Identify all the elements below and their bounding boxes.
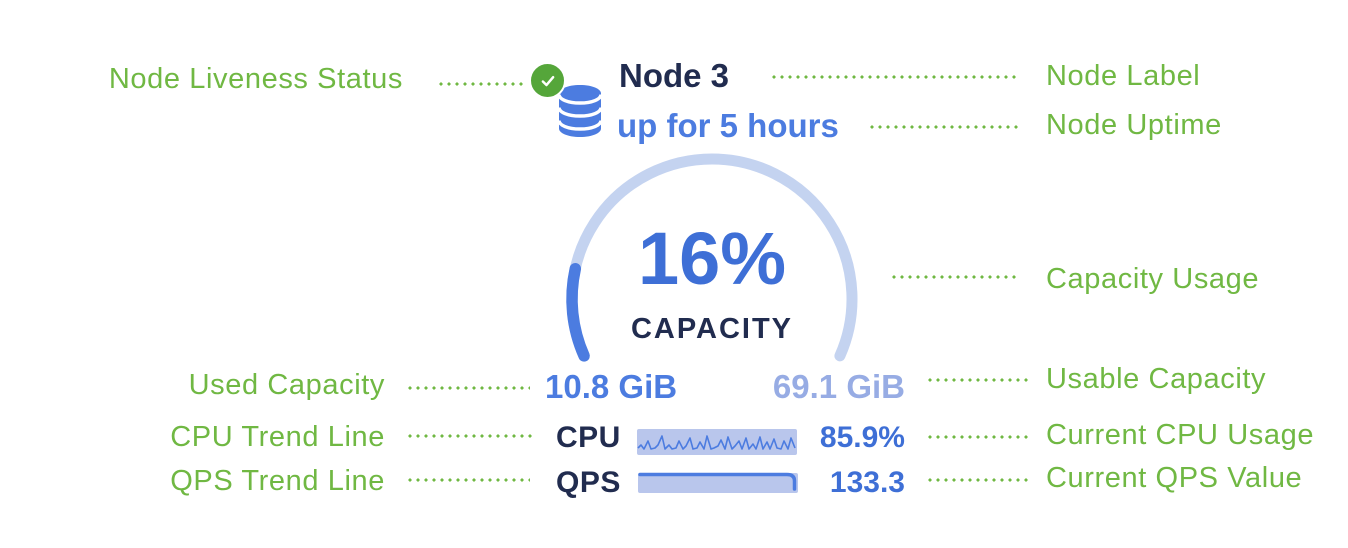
capacity-gauge	[562, 149, 862, 364]
annotation-used-capacity: Used Capacity	[188, 369, 385, 401]
qps-sparkline	[637, 470, 800, 495]
node-uptime: up for 5 hours	[617, 107, 839, 144]
callout-line-used-capacity	[406, 386, 530, 390]
gauge-fill	[566, 262, 590, 362]
annotation-current-cpu-usage: Current CPU Usage	[1046, 419, 1315, 451]
capacity-percent: 16%	[637, 217, 787, 300]
annotation-node-label: Node Label	[1046, 60, 1201, 92]
cpu-label: CPU	[556, 421, 621, 454]
callout-line-current-qps-value	[926, 478, 1032, 482]
used-capacity-value: 10.8 GiB	[545, 368, 678, 405]
qps-value: 133.3	[829, 466, 905, 499]
callout-line-capacity-usage	[890, 275, 1020, 279]
annotation-current-qps-value: Current QPS Value	[1046, 462, 1303, 494]
annotation-capacity-usage: Capacity Usage	[1046, 263, 1260, 295]
annotation-node-liveness-status: Node Liveness Status	[108, 63, 403, 95]
usable-capacity-value: 69.1 GiB	[772, 368, 905, 405]
callout-line-qps-trend-line	[406, 478, 530, 482]
annotation-cpu-trend-line: CPU Trend Line	[170, 421, 385, 453]
callout-line-node-label	[770, 75, 1018, 79]
callout-line-cpu-trend-line	[406, 434, 534, 438]
node-label: Node 3	[619, 57, 730, 94]
qps-label: QPS	[556, 466, 621, 499]
check-circle-icon	[529, 62, 566, 99]
capacity-caption: CAPACITY	[630, 313, 794, 345]
annotation-node-uptime: Node Uptime	[1046, 109, 1222, 141]
database-icon	[556, 84, 604, 138]
annotation-usable-capacity: Usable Capacity	[1046, 363, 1267, 395]
cpu-value: 85.9%	[819, 421, 905, 454]
callout-line-node-uptime	[868, 125, 1018, 129]
callout-line-current-cpu-usage	[926, 435, 1032, 439]
callout-line-node-liveness-status	[437, 82, 525, 86]
annotation-qps-trend-line: QPS Trend Line	[170, 465, 385, 497]
callout-line-usable-capacity	[926, 378, 1030, 382]
cpu-sparkline	[637, 429, 797, 455]
